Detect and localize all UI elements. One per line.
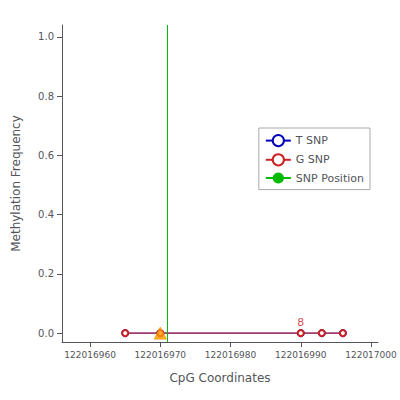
svg-text:T SNP: T SNP xyxy=(295,134,328,147)
svg-text:0.0: 0.0 xyxy=(38,328,54,339)
svg-text:SNP Position: SNP Position xyxy=(296,172,364,185)
svg-text:8: 8 xyxy=(297,316,304,329)
svg-text:0.8: 0.8 xyxy=(38,91,54,102)
svg-text:0.2: 0.2 xyxy=(38,268,54,279)
svg-text:1.0: 1.0 xyxy=(38,31,54,42)
svg-text:G SNP: G SNP xyxy=(296,153,330,166)
svg-text:122016960: 122016960 xyxy=(64,350,116,360)
svg-text:Methylation Frequency: Methylation Frequency xyxy=(9,115,23,252)
svg-text:122016980: 122016980 xyxy=(205,350,257,360)
svg-text:0.4: 0.4 xyxy=(38,209,54,220)
svg-text:CpG Coordinates: CpG Coordinates xyxy=(169,371,270,385)
svg-text:122017000: 122017000 xyxy=(345,350,397,360)
svg-text:122016990: 122016990 xyxy=(275,350,327,360)
svg-text:122016970: 122016970 xyxy=(135,350,187,360)
svg-text:0.6: 0.6 xyxy=(38,150,54,161)
